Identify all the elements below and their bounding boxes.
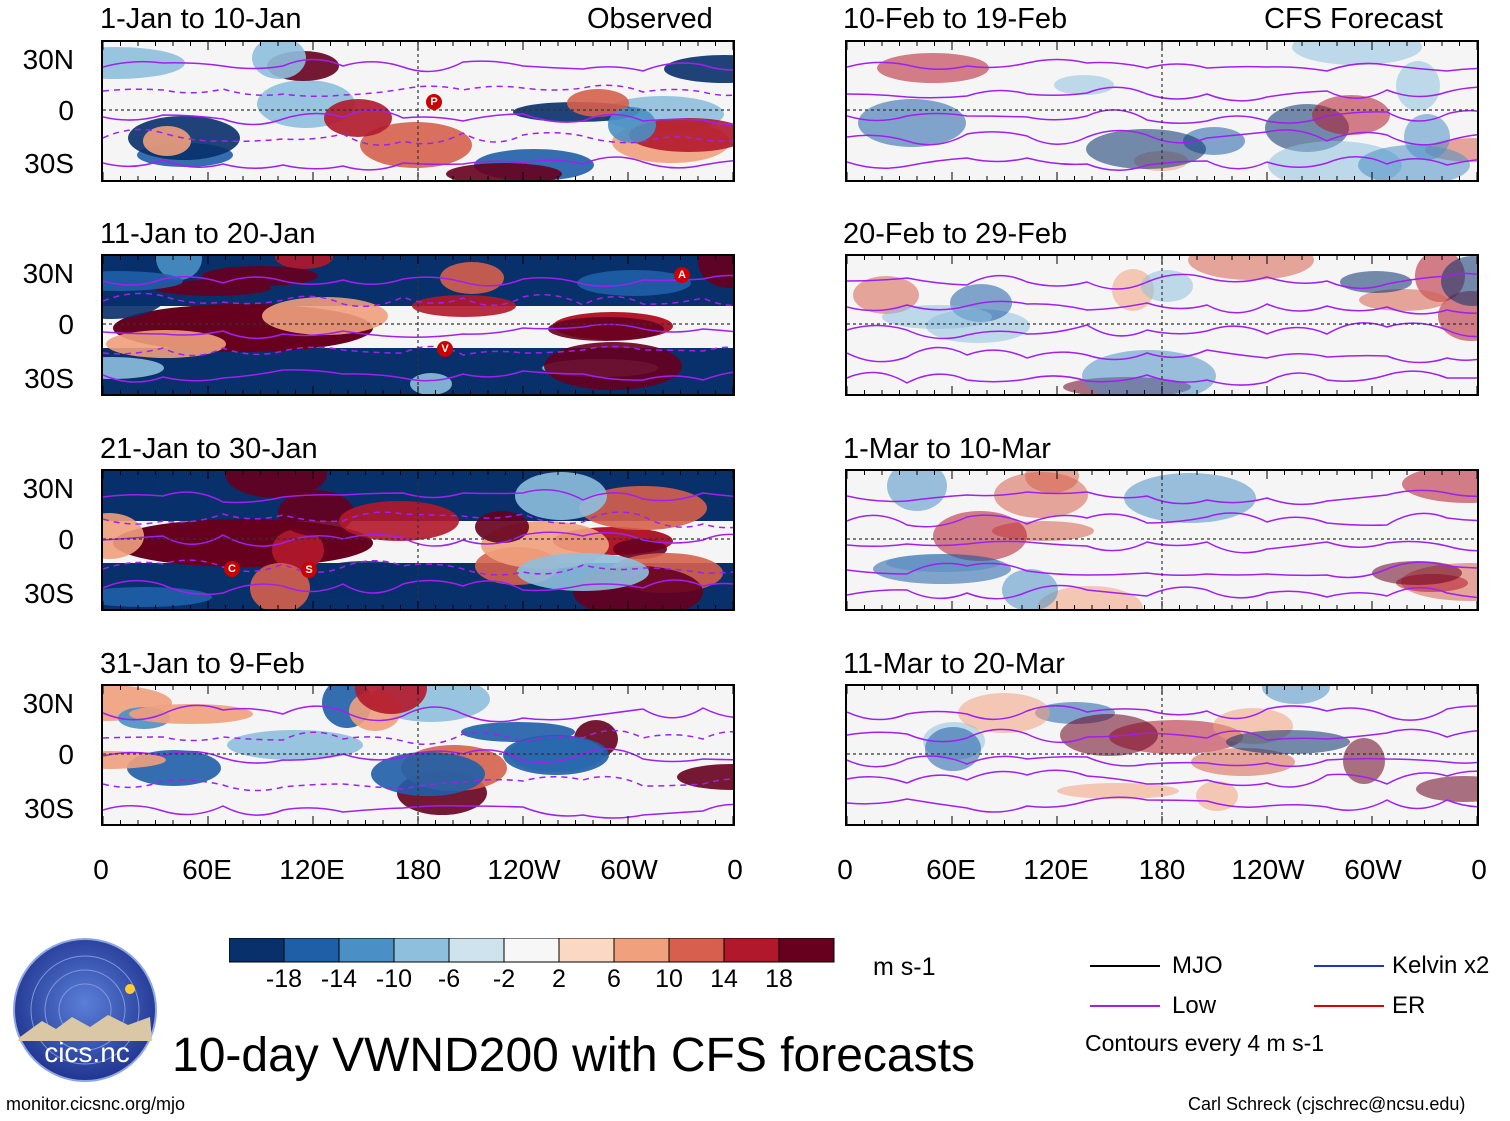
legend-swatch-mjo	[1090, 965, 1160, 967]
y-label-30n: 30N	[22, 688, 74, 719]
colorbar-label: 18	[765, 965, 793, 993]
y-label-30n: 30N	[22, 44, 74, 75]
map-panel-observed-3	[101, 469, 735, 611]
map-panel-forecast-4	[845, 684, 1479, 826]
panel-title-7: 1-Mar to 10-Mar	[843, 433, 1051, 465]
colorbar-bin	[723, 937, 780, 963]
y-label-30s: 30S	[24, 578, 74, 609]
legend-label-er: ER	[1392, 992, 1426, 1019]
x-label: 0	[1471, 854, 1487, 885]
panel-title-2: 11-Jan to 20-Jan	[100, 218, 316, 250]
storm-marker: S	[301, 562, 317, 578]
colorbar-bin	[338, 937, 395, 963]
colorbar	[228, 937, 835, 969]
legend-swatch-kelvin	[1314, 965, 1384, 967]
legend-label-kelvin: Kelvin x2	[1392, 952, 1490, 979]
panel-title-4: 31-Jan to 9-Feb	[100, 648, 305, 680]
figure-title: 10-day VWND200 with CFS forecasts	[172, 1029, 975, 1082]
x-label: 120E	[1023, 854, 1089, 885]
map-panel-forecast-2	[845, 254, 1479, 396]
x-label: 60E	[926, 854, 976, 885]
y-label-eq: 0	[58, 524, 74, 555]
legend-label-low: Low	[1172, 992, 1217, 1019]
logo-wordmark: cics.nc	[44, 1037, 130, 1068]
observed-label: Observed	[587, 3, 713, 35]
colorbar-label: -2	[492, 965, 516, 993]
y-label-30s: 30S	[24, 148, 74, 179]
colorbar-bin	[393, 937, 450, 963]
legend-swatch-low	[1090, 1005, 1160, 1007]
y-label-30s: 30S	[24, 793, 74, 824]
storm-marker: C	[224, 561, 240, 577]
x-label: 180	[394, 854, 442, 885]
map-panel-observed-1	[101, 40, 735, 182]
colorbar-label: 6	[607, 965, 621, 993]
x-label: 60W	[1344, 854, 1402, 885]
x-label: 120W	[487, 854, 561, 885]
colorbar-bin	[448, 937, 505, 963]
x-label: 0	[93, 854, 109, 885]
author-credit: Carl Schreck (cjschrec@ncsu.edu)	[1188, 1094, 1466, 1114]
y-label-eq: 0	[58, 95, 74, 126]
x-label: 120W	[1231, 854, 1305, 885]
x-label: 60E	[182, 854, 232, 885]
map-panel-forecast-3	[845, 469, 1479, 611]
legend-label-mjo: MJO	[1172, 952, 1223, 979]
colorbar-bin	[503, 937, 560, 963]
map-panel-forecast-1	[845, 40, 1479, 182]
map-panel-observed-4	[101, 684, 735, 826]
y-label-30n: 30N	[22, 258, 74, 289]
colorbar-label: 10	[655, 965, 683, 993]
storm-marker: P	[426, 94, 442, 110]
colorbar-label: -18	[265, 965, 303, 993]
x-label: 180	[1138, 854, 1186, 885]
storm-marker: V	[437, 341, 453, 357]
panel-title-3: 21-Jan to 30-Jan	[100, 433, 318, 465]
colorbar-bin	[283, 937, 340, 963]
contour-note: Contours every 4 m s-1	[1085, 1030, 1325, 1056]
y-label-30s: 30S	[24, 363, 74, 394]
colorbar-bin	[613, 937, 670, 963]
panel-title-5: 10-Feb to 19-Feb	[843, 3, 1068, 35]
x-label: 120E	[279, 854, 345, 885]
legend-swatch-er	[1314, 1005, 1384, 1007]
panel-title-8: 11-Mar to 20-Mar	[843, 648, 1065, 680]
y-label-eq: 0	[58, 739, 74, 770]
units-label: m s-1	[873, 953, 936, 981]
y-label-30n: 30N	[22, 473, 74, 504]
y-label-eq: 0	[58, 309, 74, 340]
x-label: 0	[727, 854, 743, 885]
colorbar-label: 14	[710, 965, 738, 993]
colorbar-bin	[228, 937, 285, 963]
colorbar-bin	[558, 937, 615, 963]
source-url: monitor.cicsnc.org/mjo	[6, 1094, 186, 1114]
colorbar-bin	[668, 937, 725, 963]
colorbar-label: 2	[552, 965, 566, 993]
cfs-forecast-label: CFS Forecast	[1264, 3, 1443, 35]
colorbar-label: -14	[320, 965, 358, 993]
panel-title-6: 20-Feb to 29-Feb	[843, 218, 1068, 250]
colorbar-label: -10	[375, 965, 413, 993]
x-label: 60W	[600, 854, 658, 885]
x-label: 0	[837, 854, 853, 885]
map-panel-observed-2	[101, 254, 735, 396]
cics-logo: cics.nc	[12, 937, 158, 1083]
storm-marker: A	[674, 267, 690, 283]
panel-title-1: 1-Jan to 10-Jan	[100, 3, 302, 35]
colorbar-bin	[778, 937, 835, 963]
colorbar-label: -6	[437, 965, 461, 993]
